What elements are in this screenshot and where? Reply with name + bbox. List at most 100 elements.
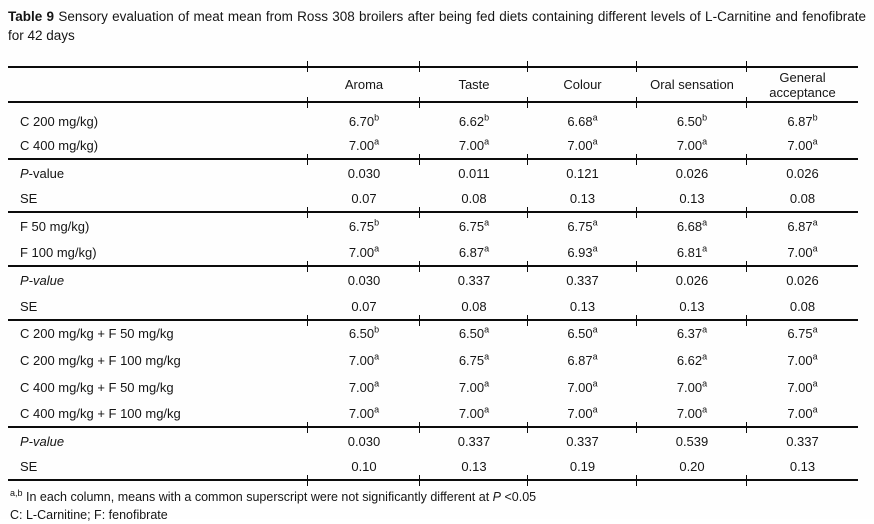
value-cell-aroma: 0.07 <box>307 294 420 326</box>
cell-value: 6.75 <box>348 219 375 235</box>
cell-value: 6.62 <box>676 353 703 369</box>
footnote-p-symbol: P <box>492 490 501 505</box>
cell-value: 6.62 <box>458 114 485 129</box>
cell-superscript: a <box>812 217 818 228</box>
cell-value: 6.68 <box>676 219 703 235</box>
cell-value: 7.00 <box>787 353 813 369</box>
cell-value: 0.026 <box>675 272 709 288</box>
value-cell-colour: 0.13 <box>527 294 637 326</box>
cell-superscript: a <box>592 112 598 123</box>
cell-superscript: a <box>812 243 818 254</box>
cell-value: 0.07 <box>351 298 377 314</box>
cell-superscript: a <box>812 404 818 415</box>
cell-value: 0.337 <box>457 433 491 449</box>
cell-value: 0.121 <box>566 165 599 181</box>
cell-value: 0.13 <box>789 459 816 475</box>
cell-value: 6.87 <box>787 219 813 235</box>
value-cell-taste: 0.337 <box>420 428 528 455</box>
cell-value: 6.37 <box>676 326 703 342</box>
row-label: C 200 mg/kg + F 100 mg/kg <box>8 347 308 374</box>
value-cell-oral-sensation: 6.62a <box>637 347 747 374</box>
value-cell-general-acceptance: 7.00a <box>746 401 858 433</box>
table-row: SE 0.10 0.13 0.19 0.20 0.13 <box>8 455 858 487</box>
value-cell-oral-sensation: 0.13 <box>636 294 747 326</box>
table-row: C 200 mg/kg) 6.70b 6.62b 6.68a 6.50b 6.8… <box>8 103 858 133</box>
value-cell-colour: 6.50a <box>528 321 637 348</box>
header-empty <box>8 66 308 103</box>
table-row: F 50 mg/kg) 6.75b 6.75a 6.75a 6.68a 6.87… <box>8 213 858 240</box>
cell-value: 7.00 <box>787 137 813 153</box>
cell-value: 7.00 <box>458 405 485 421</box>
row-label-italic: P-value <box>20 272 65 288</box>
cell-superscript: a <box>374 243 380 254</box>
value-cell-aroma: 6.50b <box>308 321 420 348</box>
value-cell-oral-sensation: 0.026 <box>637 160 747 187</box>
cell-value: 6.50 <box>458 326 485 342</box>
cell-value: 0.13 <box>569 191 596 207</box>
row-label-text: F 50 mg/kg) <box>20 219 90 235</box>
row-label-text: F 100 mg/kg) <box>20 245 97 261</box>
cell-value: 6.50 <box>567 326 593 342</box>
value-cell-oral-sensation: 7.00a <box>636 133 747 165</box>
row-label-text: C 400 mg/kg + F 50 mg/kg <box>20 380 174 396</box>
cell-value: 0.13 <box>461 459 487 475</box>
cell-superscript: a <box>484 378 490 389</box>
footnote-superscript-label: a,b <box>10 488 23 499</box>
cell-value: 0.13 <box>679 191 705 207</box>
value-cell-oral-sensation: 7.00a <box>637 374 747 401</box>
cell-superscript: a <box>484 404 490 415</box>
cell-value: 0.08 <box>789 298 816 314</box>
table-row: C 200 mg/kg + F 50 mg/kg 6.50b 6.50a 6.5… <box>8 321 858 348</box>
cell-superscript: a <box>374 351 380 362</box>
header-colour: Colour <box>527 61 637 108</box>
value-cell-general-acceptance: 0.08 <box>746 294 858 326</box>
value-cell-taste: 7.00a <box>419 401 528 433</box>
value-cell-aroma: 7.00a <box>307 133 420 165</box>
cell-value: 6.75 <box>787 326 813 342</box>
footnotes: a,b In each column, means with a common … <box>8 485 866 523</box>
cell-superscript: b <box>702 112 708 123</box>
table-row: C 400 mg/kg + F 100 mg/kg 7.00a 7.00a 7.… <box>8 401 858 433</box>
cell-value: 6.50 <box>676 114 703 129</box>
value-cell-taste: 0.13 <box>419 455 528 487</box>
value-cell-colour: 0.13 <box>527 187 637 219</box>
row-label: C 400 mg/kg + F 100 mg/kg <box>8 401 308 428</box>
cell-superscript: a <box>374 136 380 147</box>
value-cell-general-acceptance: 0.026 <box>747 160 858 187</box>
cell-superscript: a <box>592 404 598 415</box>
value-cell-taste: 0.08 <box>419 294 528 326</box>
cell-value: 7.00 <box>787 405 813 421</box>
cell-value: 6.93 <box>567 245 593 261</box>
cell-value: 7.00 <box>458 137 485 153</box>
value-cell-aroma: 7.00a <box>308 374 420 401</box>
value-cell-general-acceptance: 6.75a <box>747 321 858 348</box>
cell-value: 0.08 <box>461 191 487 207</box>
cell-value: 6.87 <box>458 245 485 261</box>
value-cell-aroma: 0.030 <box>308 160 420 187</box>
value-cell-taste: 6.50a <box>420 321 528 348</box>
cell-superscript: b <box>374 217 380 228</box>
cell-value: 0.337 <box>457 272 491 288</box>
table-row: C 400 mg/kg) 7.00a 7.00a 7.00a 7.00a 7.0… <box>8 133 858 165</box>
value-cell-taste: 6.87a <box>419 240 528 272</box>
value-cell-taste: 6.75a <box>420 347 528 374</box>
cell-value: 7.00 <box>348 380 375 396</box>
row-label-text: C 400 mg/kg) <box>20 137 99 153</box>
cell-superscript: a <box>702 217 708 228</box>
cell-superscript: a <box>592 217 598 228</box>
value-cell-general-acceptance: 0.13 <box>746 455 858 487</box>
value-cell-aroma: 0.030 <box>308 428 420 455</box>
cell-value: 0.337 <box>786 433 819 449</box>
value-cell-oral-sensation: 6.37a <box>637 321 747 348</box>
cell-superscript: a <box>812 351 818 362</box>
row-label: SE <box>8 187 308 214</box>
value-cell-general-acceptance: 6.87a <box>747 213 858 240</box>
value-cell-colour: 7.00a <box>528 374 637 401</box>
row-label-text: C 200 mg/kg + F 100 mg/kg <box>20 353 181 369</box>
cell-value: 7.00 <box>676 380 703 396</box>
cell-value: 0.19 <box>569 459 596 475</box>
row-label: C 200 mg/kg) <box>8 103 308 133</box>
cell-value: 0.337 <box>566 433 599 449</box>
value-cell-general-acceptance: 7.00a <box>747 347 858 374</box>
cell-superscript: a <box>702 136 708 147</box>
